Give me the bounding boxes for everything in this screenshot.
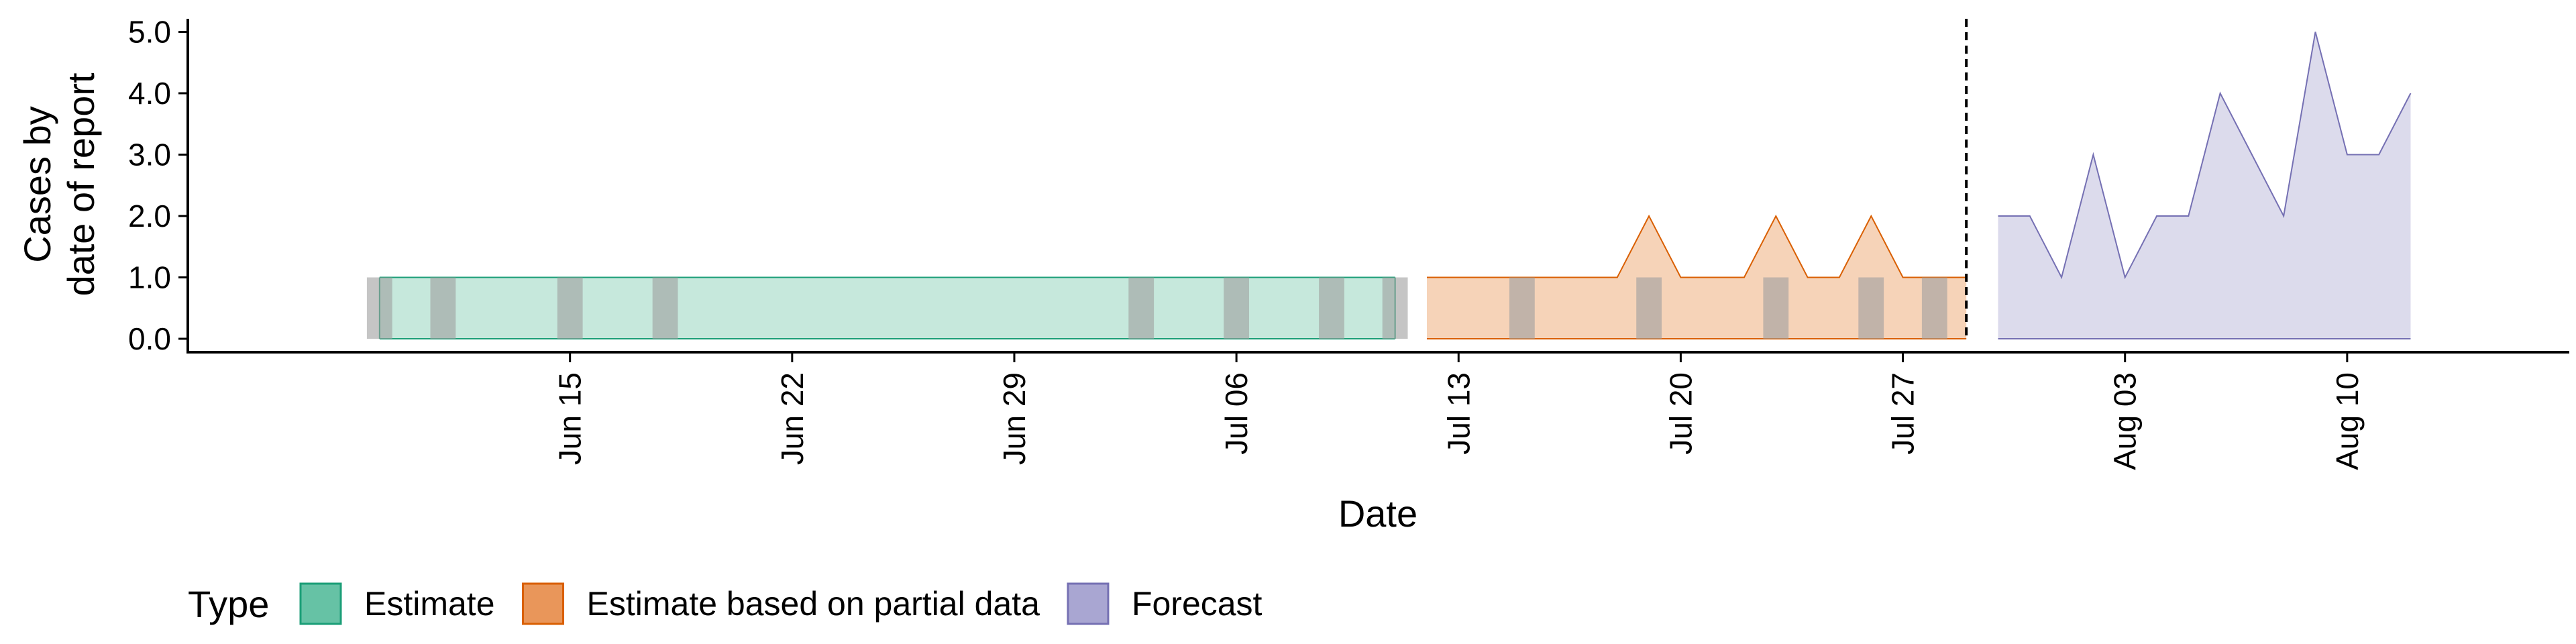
reported-case-bar <box>557 277 583 339</box>
y-ticks: 0.0 1.0 2.0 3.0 4.0 5.0 <box>128 15 188 356</box>
reported-case-bar <box>1921 277 1947 339</box>
x-ticks: Jun 15 Jun 22 Jun 29 Jul 06 Jul 13 Jul 20 Jul … <box>553 352 2365 470</box>
x-tick-label: Jul 13 <box>1441 372 1476 455</box>
y-tick-label: 1.0 <box>128 260 171 295</box>
y-tick-label: 0.0 <box>128 321 171 356</box>
y-axis-title-line-1: Cases by <box>16 106 58 262</box>
x-tick-label: Aug 10 <box>2330 372 2365 470</box>
x-tick-label: Aug 03 <box>2108 372 2143 470</box>
reported-case-bar <box>1636 277 1662 339</box>
reported-case-bar <box>1509 277 1535 339</box>
y-tick-label: 4.0 <box>128 76 171 111</box>
legend-key <box>299 582 342 625</box>
reported-case-bar <box>652 277 678 339</box>
x-tick-label: Jun 22 <box>775 372 810 465</box>
reported-case-bar <box>430 277 456 339</box>
legend-key <box>522 582 565 625</box>
x-tick-label: Jun 29 <box>997 372 1032 465</box>
plot-area <box>366 19 2412 339</box>
ribbon-upper-line <box>1998 32 2412 280</box>
x-tick-label: Jul 06 <box>1219 372 1254 455</box>
y-tick-label: 5.0 <box>128 15 171 50</box>
ribbon-forecast <box>1998 32 2411 339</box>
reported-case-bar <box>1382 277 1408 339</box>
reported-case-bar <box>1224 277 1249 339</box>
legend-label: Forecast <box>1132 585 1263 623</box>
y-axis-title: Cases by date of report <box>16 72 102 297</box>
legend: Type Estimate Estimate based on partial d… <box>188 582 1263 625</box>
y-axis-title-line-2: date of report <box>60 72 102 297</box>
x-tick-label: Jul 20 <box>1663 372 1698 455</box>
y-tick-label: 2.0 <box>128 199 171 233</box>
reported-case-bar <box>1128 277 1155 339</box>
legend-label: Estimate <box>364 585 495 623</box>
legend-label: Estimate based on partial data <box>587 585 1040 623</box>
axes <box>186 19 2569 354</box>
legend-key <box>1067 582 1110 625</box>
reported-case-bar <box>1763 277 1789 339</box>
reported-case-bar <box>1858 277 1884 339</box>
reported-case-bar <box>1319 277 1344 339</box>
ribbon-upper-line <box>1427 214 1967 278</box>
y-tick-label: 3.0 <box>128 138 171 172</box>
reported-case-bar <box>366 277 392 339</box>
x-tick-label: Jul 27 <box>1886 372 1921 455</box>
x-tick-label: Jun 15 <box>553 372 588 465</box>
x-axis-title: Date <box>1338 492 1417 535</box>
legend-items: Estimate Estimate based on partial data Fo… <box>299 582 1263 625</box>
legend-title: Type <box>188 583 269 625</box>
